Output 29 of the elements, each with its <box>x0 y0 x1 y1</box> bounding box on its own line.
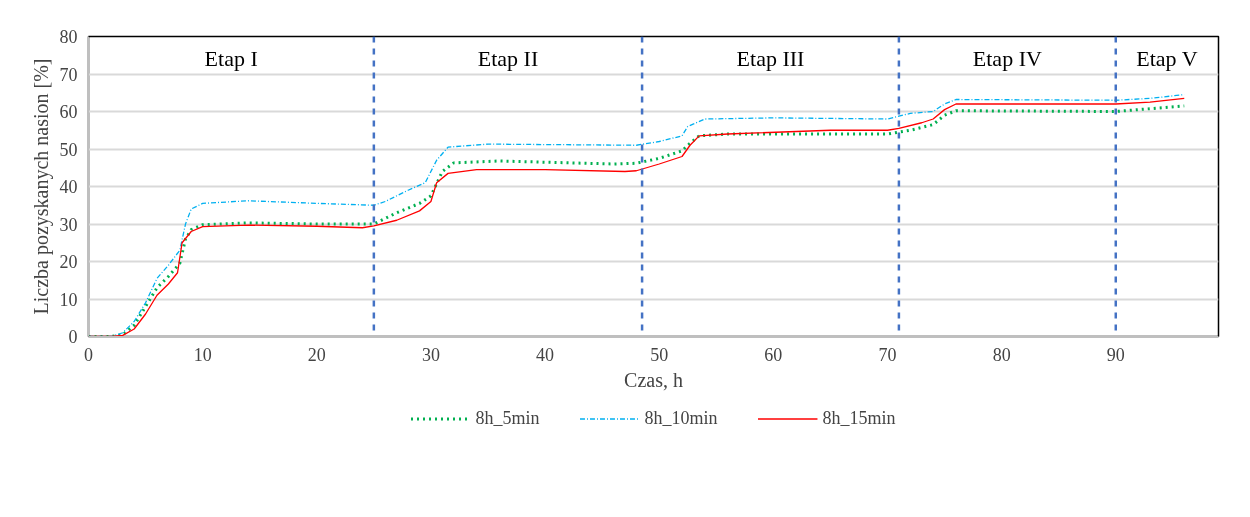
y-tick-label: 10 <box>59 289 78 310</box>
x-tick-label: 50 <box>650 344 669 365</box>
y-tick-label: 60 <box>59 102 78 122</box>
legend-label: 8h_5min <box>475 407 540 429</box>
annotation: Etap I <box>204 46 258 71</box>
x-tick-label: 60 <box>764 344 783 365</box>
y-tick-label: 50 <box>59 139 78 160</box>
x-tick-label: 80 <box>992 344 1011 365</box>
x-tick-label: 0 <box>84 344 93 365</box>
annotation: Etap III <box>736 46 805 71</box>
y-tick-label: 30 <box>59 214 78 235</box>
x-tick-label: 30 <box>421 344 440 365</box>
y-axis-title: Liczba pozyskanych nasion [%] <box>29 58 53 315</box>
legend-label: 8h_10min <box>644 407 718 429</box>
x-tick-label: 20 <box>307 344 326 365</box>
y-tick-label: 80 <box>59 27 78 47</box>
x-tick-label: 90 <box>1106 344 1125 365</box>
x-tick-label: 10 <box>193 344 212 365</box>
legend-label: 8h_15min <box>822 407 896 429</box>
y-tick-label: 40 <box>59 177 78 197</box>
x-axis-title: Czas, h <box>624 368 683 391</box>
y-tick-label: 70 <box>59 64 78 85</box>
y-tick-label: 0 <box>68 327 78 347</box>
annotation: Etap V <box>1136 46 1198 71</box>
annotation: Etap IV <box>972 46 1042 71</box>
x-tick-label: 40 <box>536 344 555 365</box>
annotation: Etap II <box>477 46 539 71</box>
x-tick-label: 70 <box>878 344 897 365</box>
y-tick-label: 20 <box>59 252 78 272</box>
